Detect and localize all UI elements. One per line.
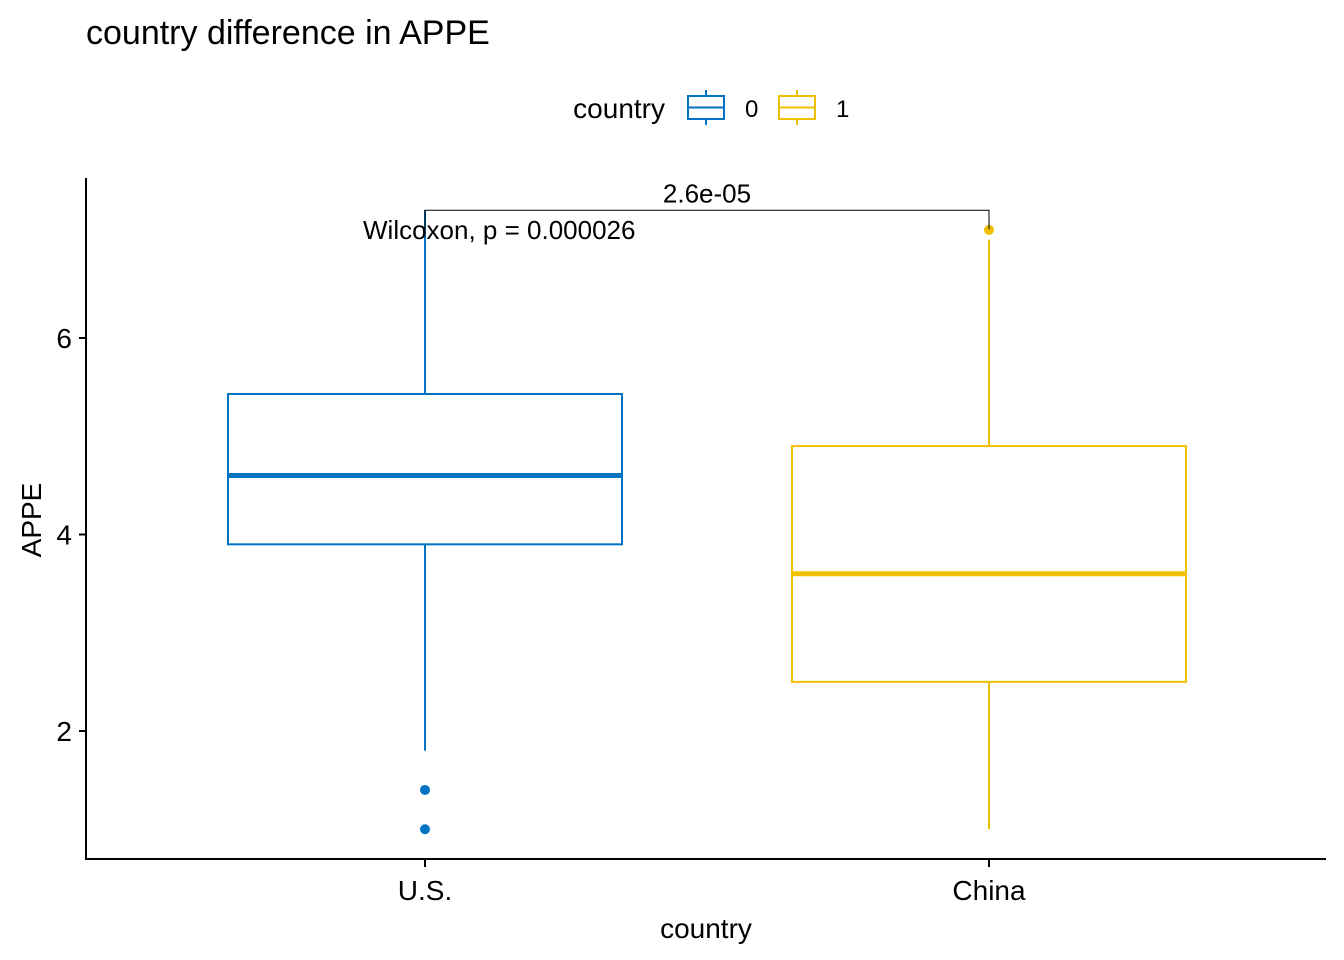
bracket-label: 2.6e-05 [663,178,751,208]
legend-label: 0 [745,96,758,123]
x-axis-title: country [660,913,752,944]
axes: 2 4 6 U.S. China [56,178,1326,906]
x-tick-label: China [952,875,1026,906]
y-tick-label: 6 [56,323,72,354]
annotations: 2.6e-05 Wilcoxon, p = 0.000026 [363,178,990,245]
boxes [227,210,1187,835]
box-us [227,210,623,835]
outlier-point [420,824,430,835]
legend-key-0: 0 [687,90,758,125]
box-iqr [791,445,1187,683]
x-tick-label: U.S. [398,875,452,906]
outlier-point [984,224,994,235]
chart-title: country difference in APPE [86,14,490,52]
y-axis-title: APPE [16,483,47,558]
legend-label: 1 [836,96,849,123]
y-tick-label: 2 [56,716,72,747]
box-china [791,224,1187,830]
legend-key-1: 1 [778,90,849,125]
y-ticks: 2 4 6 [56,323,86,747]
y-tick-label: 4 [56,520,72,551]
legend-title: country [573,93,665,124]
test-label: Wilcoxon, p = 0.000026 [363,215,635,245]
box-iqr [227,393,623,546]
outlier-point [420,784,430,795]
significance-bracket [424,209,990,230]
x-ticks: U.S. China [398,860,1026,906]
